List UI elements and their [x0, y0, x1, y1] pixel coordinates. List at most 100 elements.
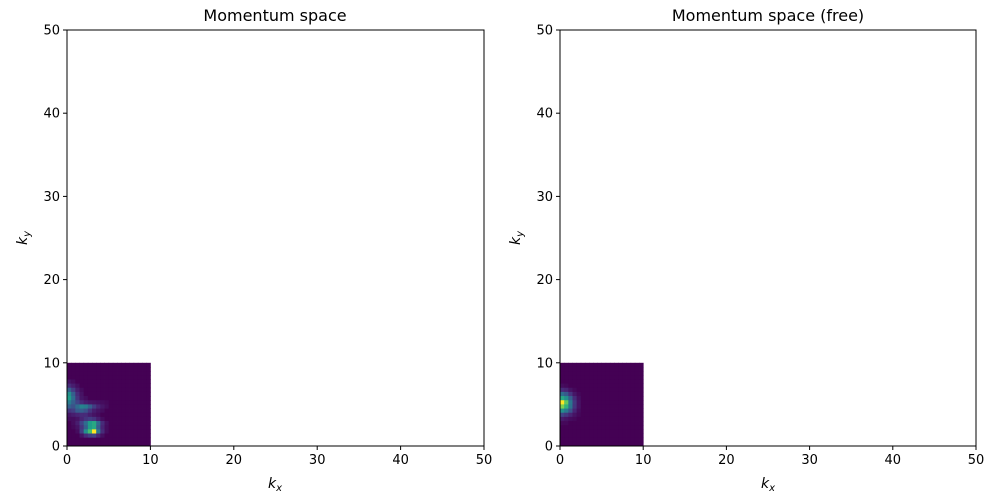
heatmap-cell — [639, 362, 644, 368]
heatmap-cell — [142, 421, 147, 426]
heatmap-cell — [146, 412, 151, 418]
heatmap-cell — [104, 441, 110, 447]
heatmap-cell — [129, 391, 135, 397]
heatmap-cell — [104, 391, 110, 397]
heatmap-cell — [560, 441, 565, 447]
heatmap-cell — [605, 366, 611, 372]
heatmap-cell — [593, 433, 598, 439]
heatmap-cell — [597, 371, 602, 376]
heatmap-cell — [568, 375, 573, 380]
heatmap-cell — [584, 441, 590, 447]
heatmap-cell — [634, 429, 640, 434]
heatmap-cell — [92, 433, 97, 439]
x-tick-label: 40 — [885, 453, 902, 468]
heatmap-cell — [104, 371, 110, 376]
heatmap-cell — [597, 416, 602, 422]
heatmap-cell — [108, 387, 114, 393]
heatmap-cell — [133, 433, 139, 439]
heatmap-cell — [83, 383, 89, 389]
heatmap-cell — [560, 437, 565, 443]
heatmap-cell — [129, 437, 135, 443]
heatmap-cell — [634, 433, 640, 439]
heatmap-cell — [614, 400, 619, 405]
heatmap-cell — [112, 375, 118, 380]
heatmap-cell — [108, 416, 114, 422]
heatmap-cell — [609, 421, 615, 426]
heatmap-cell — [618, 366, 623, 372]
heatmap-cell — [589, 404, 594, 409]
heatmap-cell — [133, 379, 139, 384]
heatmap-cell — [79, 366, 85, 372]
heatmap-cell — [79, 421, 85, 426]
heatmap-cell — [108, 425, 114, 430]
heatmap-cell — [572, 437, 578, 443]
heatmap-cell — [601, 433, 607, 439]
heatmap-cell — [560, 362, 565, 368]
heatmap-cell — [576, 408, 582, 414]
heatmap-cell — [564, 362, 569, 368]
heatmap-cell — [576, 425, 582, 430]
heatmap-cell — [67, 437, 72, 443]
heatmap-cell — [576, 441, 582, 447]
heatmap-cell — [146, 404, 151, 409]
heatmap-cell — [117, 429, 122, 434]
heatmap-cell — [618, 429, 623, 434]
heatmap-cell — [71, 429, 76, 434]
heatmap-cell — [137, 437, 143, 443]
heatmap-cell — [75, 437, 80, 443]
heatmap-cell — [597, 421, 602, 426]
heatmap-cell — [572, 387, 578, 393]
heatmap-cell — [601, 362, 607, 368]
heatmap-cell — [568, 429, 573, 434]
heatmap-cell — [609, 362, 615, 368]
heatmap-cell — [580, 421, 586, 426]
heatmap-cell — [605, 429, 611, 434]
heatmap-cell — [125, 366, 130, 372]
heatmap-cell — [100, 412, 105, 418]
heatmap-cell — [121, 441, 126, 447]
heatmap-cell — [112, 400, 118, 405]
heatmap-cell — [597, 362, 602, 368]
heatmap-cell — [129, 366, 135, 372]
heatmap-cell — [146, 408, 151, 414]
x-tick-label: 10 — [635, 453, 652, 468]
heatmap-cell — [112, 425, 118, 430]
heatmap-cell — [614, 383, 619, 389]
heatmap-cell — [626, 429, 632, 434]
heatmap-cell — [630, 425, 636, 430]
heatmap-cell — [129, 433, 135, 439]
heatmap-cell — [572, 396, 578, 401]
heatmap-cell — [580, 433, 586, 439]
heatmap-cell — [630, 429, 636, 434]
heatmap-cell — [96, 412, 101, 418]
heatmap-cell — [568, 441, 573, 447]
heatmap-cell — [593, 371, 598, 376]
heatmap-cell — [142, 396, 147, 401]
heatmap-cell — [112, 391, 118, 397]
heatmap-cell — [589, 375, 594, 380]
heatmap-cell — [75, 400, 80, 405]
heatmap-cell — [597, 383, 602, 389]
heatmap-cell — [564, 383, 569, 389]
heatmap-cell — [87, 429, 93, 434]
heatmap-cell — [67, 391, 72, 397]
heatmap-cell — [146, 441, 151, 447]
heatmap-cell — [108, 421, 114, 426]
heatmap-cell — [564, 391, 569, 397]
heatmap-cell — [146, 429, 151, 434]
heatmap-cell — [564, 375, 569, 380]
heatmap-cell — [83, 437, 89, 443]
heatmap-cell — [67, 412, 72, 418]
heatmap-cell — [137, 362, 143, 368]
heatmap-cell — [133, 391, 139, 397]
heatmap-cell — [137, 396, 143, 401]
heatmap-cell — [593, 379, 598, 384]
heatmap-cell — [87, 425, 93, 430]
heatmap-cell — [79, 391, 85, 397]
heatmap-cell — [576, 396, 582, 401]
heatmap-cell — [630, 387, 636, 393]
heatmap-cell — [634, 383, 640, 389]
heatmap-cell — [634, 421, 640, 426]
heatmap-cell — [605, 421, 611, 426]
heatmap-cell — [630, 383, 636, 389]
